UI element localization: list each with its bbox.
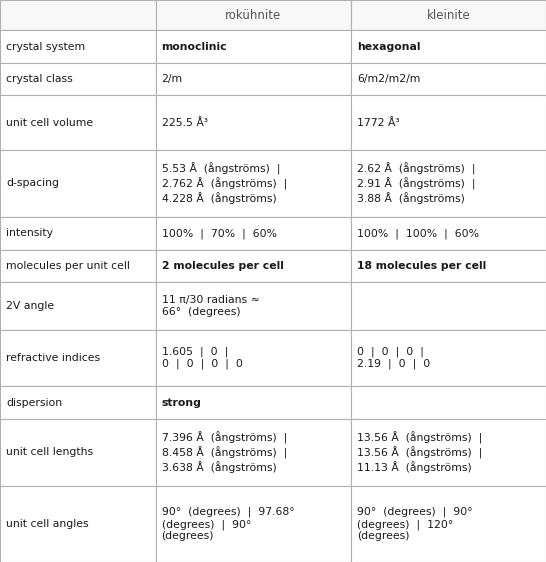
- Bar: [351, 419, 546, 486]
- Text: 2.62 Å  (ångströms)  |
2.91 Å  (ångströms)  |
3.88 Å  (ångströms): 2.62 Å (ångströms) | 2.91 Å (ångströms) …: [357, 163, 476, 203]
- Text: 2V angle: 2V angle: [6, 301, 54, 311]
- Bar: [156, 282, 351, 330]
- Bar: [351, 96, 546, 149]
- Bar: [0, 486, 156, 562]
- Bar: [156, 330, 351, 386]
- Text: crystal class: crystal class: [6, 74, 73, 84]
- Bar: [156, 149, 351, 217]
- Text: refractive indices: refractive indices: [6, 353, 100, 363]
- Text: 0  |  0  |  0  |
2.19  |  0  |  0: 0 | 0 | 0 | 2.19 | 0 | 0: [357, 347, 430, 369]
- Bar: [0, 330, 156, 386]
- Bar: [351, 149, 546, 217]
- Text: 2/m: 2/m: [162, 74, 183, 84]
- Text: unit cell volume: unit cell volume: [6, 117, 93, 128]
- Text: unit cell angles: unit cell angles: [6, 519, 88, 529]
- Text: intensity: intensity: [6, 228, 53, 238]
- Bar: [351, 486, 546, 562]
- Bar: [351, 0, 546, 30]
- Bar: [156, 63, 351, 96]
- Text: 11 π/30 radians ≈
66°  (degrees): 11 π/30 radians ≈ 66° (degrees): [162, 295, 259, 317]
- Bar: [0, 419, 156, 486]
- Bar: [0, 30, 156, 63]
- Text: 1.605  |  0  |
0  |  0  |  0  |  0: 1.605 | 0 | 0 | 0 | 0 | 0: [162, 347, 242, 369]
- Text: rokühnite: rokühnite: [225, 8, 282, 22]
- Text: unit cell lengths: unit cell lengths: [6, 447, 93, 457]
- Text: 225.5 Å³: 225.5 Å³: [162, 117, 207, 128]
- Text: 100%  |  100%  |  60%: 100% | 100% | 60%: [357, 228, 479, 238]
- Bar: [0, 217, 156, 250]
- Bar: [351, 386, 546, 419]
- Text: strong: strong: [162, 397, 201, 407]
- Bar: [351, 250, 546, 282]
- Text: 90°  (degrees)  |  97.68°
(degrees)  |  90°
(degrees): 90° (degrees) | 97.68° (degrees) | 90° (…: [162, 507, 294, 541]
- Bar: [156, 217, 351, 250]
- Bar: [156, 30, 351, 63]
- Text: kleinite: kleinite: [426, 8, 471, 22]
- Text: 5.53 Å  (ångströms)  |
2.762 Å  (ångströms)  |
4.228 Å  (ångströms): 5.53 Å (ångströms) | 2.762 Å (ångströms)…: [162, 163, 287, 203]
- Bar: [156, 419, 351, 486]
- Bar: [351, 330, 546, 386]
- Bar: [0, 282, 156, 330]
- Bar: [0, 149, 156, 217]
- Text: monoclinic: monoclinic: [162, 42, 227, 52]
- Text: 6/m2/m2/m: 6/m2/m2/m: [357, 74, 420, 84]
- Bar: [156, 486, 351, 562]
- Bar: [156, 96, 351, 149]
- Bar: [0, 0, 156, 30]
- Text: d-spacing: d-spacing: [6, 178, 59, 188]
- Bar: [156, 0, 351, 30]
- Bar: [351, 63, 546, 96]
- Text: 2 molecules per cell: 2 molecules per cell: [162, 261, 283, 271]
- Text: 13.56 Å  (ångströms)  |
13.56 Å  (ångströms)  |
11.13 Å  (ångströms): 13.56 Å (ångströms) | 13.56 Å (ångströms…: [357, 432, 483, 473]
- Bar: [0, 386, 156, 419]
- Bar: [351, 217, 546, 250]
- Text: hexagonal: hexagonal: [357, 42, 420, 52]
- Bar: [0, 250, 156, 282]
- Bar: [156, 250, 351, 282]
- Text: 18 molecules per cell: 18 molecules per cell: [357, 261, 486, 271]
- Text: dispersion: dispersion: [6, 397, 62, 407]
- Text: molecules per unit cell: molecules per unit cell: [6, 261, 130, 271]
- Text: 100%  |  70%  |  60%: 100% | 70% | 60%: [162, 228, 277, 238]
- Bar: [156, 386, 351, 419]
- Bar: [351, 282, 546, 330]
- Text: crystal system: crystal system: [6, 42, 85, 52]
- Text: 1772 Å³: 1772 Å³: [357, 117, 400, 128]
- Bar: [351, 30, 546, 63]
- Bar: [0, 96, 156, 149]
- Bar: [0, 63, 156, 96]
- Text: 90°  (degrees)  |  90°
(degrees)  |  120°
(degrees): 90° (degrees) | 90° (degrees) | 120° (de…: [357, 507, 473, 541]
- Text: 7.396 Å  (ångströms)  |
8.458 Å  (ångströms)  |
3.638 Å  (ångströms): 7.396 Å (ångströms) | 8.458 Å (ångströms…: [162, 432, 287, 473]
